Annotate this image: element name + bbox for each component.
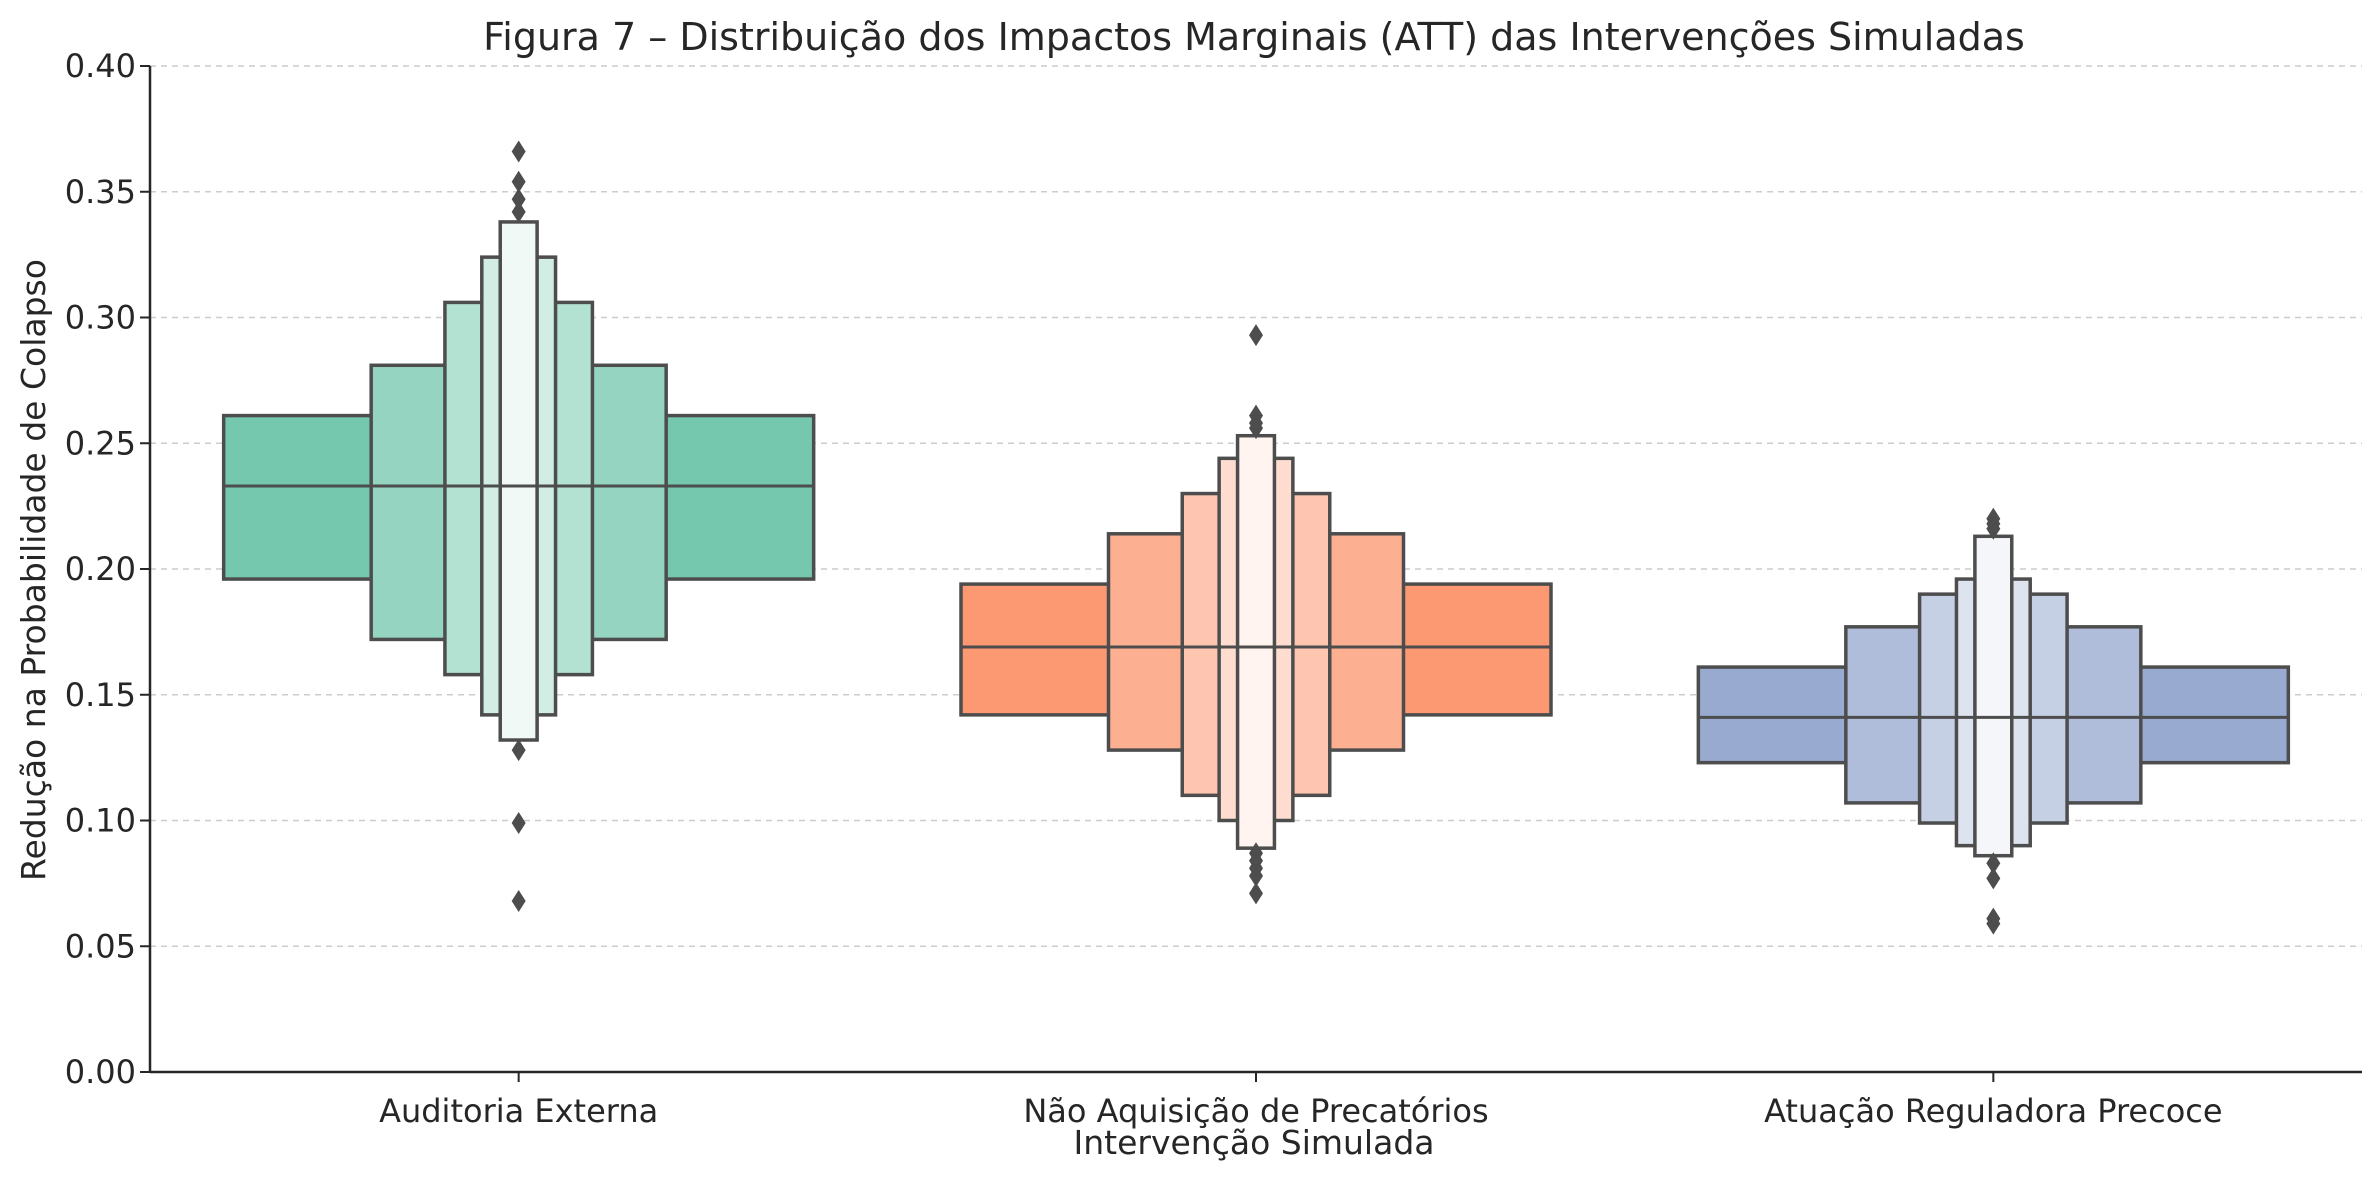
boxen-group [1696,507,2291,935]
outlier-point [511,170,526,193]
outlier-point [1249,404,1263,427]
outlier-point [511,200,526,223]
y-tick-label: 0.40 [65,47,136,85]
boxen-group [959,324,1553,905]
outlier-point [1986,912,2001,935]
outlier-point [511,188,526,211]
outlier-point [511,739,526,762]
outlier-point [511,140,526,163]
x-tick-label: Não Aquisição de Precatórios [1023,1092,1488,1130]
outlier-point [1249,864,1263,887]
y-tick-label: 0.10 [65,802,136,840]
boxen-box [1973,534,2014,858]
y-tick-label: 0.25 [65,424,136,462]
y-tick-label: 0.20 [65,550,136,588]
x-tick-label: Atuação Reguladora Precoce [1764,1092,2222,1130]
outlier-point [1986,867,2001,890]
outlier-point [1986,507,2001,530]
x-tick-label: Auditoria Externa [379,1092,658,1130]
chart-title: Figura 7 – Distribuição dos Impactos Mar… [483,15,2025,59]
outlier-point [1249,882,1263,905]
outlier-point [1986,852,2001,875]
y-axis-label: Redução na Probabilidade de Colapso [14,259,53,881]
y-tick-label: 0.05 [65,927,136,965]
boxes [221,140,2291,935]
outlier-point [1249,324,1263,347]
y-tick-label: 0.35 [65,173,136,211]
boxen-box [498,220,539,742]
ticks: 0.00 0.05 0.10 0.15 0.20 0.25 0.30 0.35 0.40 Audi… [65,47,2223,1130]
y-tick-label: 0.15 [65,676,136,714]
boxen-group [221,140,816,912]
y-tick-label: 0.00 [65,1053,136,1091]
boxen-box [1235,433,1277,850]
outlier-point [511,889,526,912]
outlier-point [511,812,526,835]
x-axis-label: Intervenção Simulada [1074,1123,1435,1162]
y-tick-label: 0.30 [65,299,136,337]
